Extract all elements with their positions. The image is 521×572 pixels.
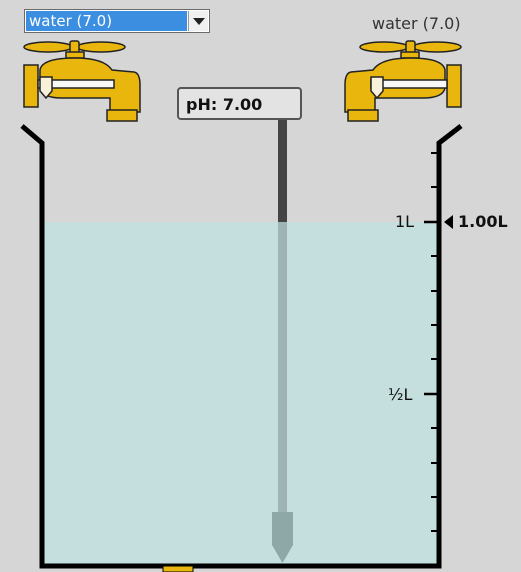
ph-meter-display[interactable]: pH: 7.00 xyxy=(177,87,302,120)
left-faucet[interactable] xyxy=(23,40,141,122)
water-faucet-label: water (7.0) xyxy=(372,14,461,33)
beaker xyxy=(20,124,463,569)
left-faucet-slider-track xyxy=(37,79,115,89)
volume-readout: 1.00L xyxy=(458,212,508,231)
right-faucet-slider-knob[interactable] xyxy=(370,76,384,100)
right-faucet[interactable] xyxy=(344,40,462,122)
tick-label-1l: 1L xyxy=(395,212,415,231)
left-faucet-slider-knob[interactable] xyxy=(39,76,53,100)
volume-indicator-arrow xyxy=(444,215,453,229)
tick-label-half-l: ½L xyxy=(388,385,413,404)
drain-faucet[interactable] xyxy=(162,565,194,572)
solution-liquid xyxy=(42,222,439,566)
solution-select[interactable]: water (7.0) xyxy=(24,9,210,33)
chevron-down-icon[interactable] xyxy=(188,11,208,31)
solution-select-value: water (7.0) xyxy=(26,11,187,31)
beaker-ticks xyxy=(424,152,440,532)
ph-probe[interactable] xyxy=(272,118,293,563)
